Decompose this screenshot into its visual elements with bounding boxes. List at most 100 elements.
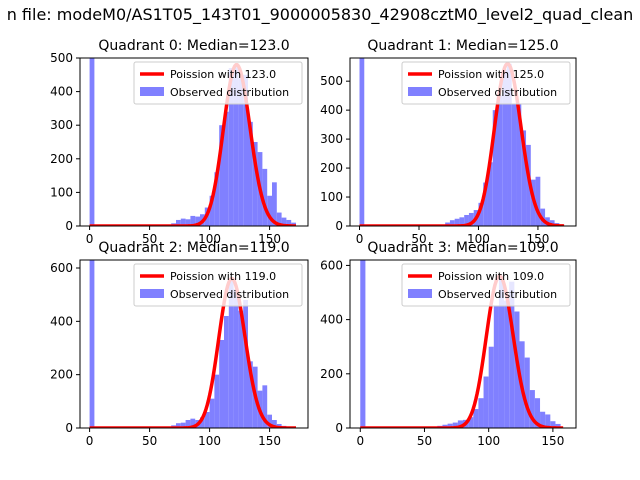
histogram-bar [492,110,498,226]
histogram-bar [478,398,484,428]
y-tick-label: 200 [320,161,343,175]
histogram-bar [488,346,494,428]
legend-bar-swatch [408,289,432,298]
histogram-bar [507,63,512,226]
subplot-title: Quadrant 1: Median=125.0 [367,38,558,54]
histogram-bar [550,421,556,428]
subplot-title: Quadrant 2: Median=119.0 [98,240,289,256]
histogram-bar [468,417,474,428]
histogram-bar [262,168,268,226]
histogram-bar [190,418,196,428]
histogram-bar [228,68,234,226]
histogram-bar [497,95,503,226]
y-tick-label: 200 [50,152,73,166]
histogram-bar [487,162,493,226]
histogram-bar [180,422,186,428]
y-tick-label: 400 [50,314,73,328]
y-tick-label: 500 [320,74,343,88]
subplots: 0 50 100 150 0 100 200 300 400 500 Quadrant 0: Med… [50,38,577,448]
subplot-2: 0 50 100 150 0 200 400 600 Quadrant 2: Median=11… [50,240,309,448]
histogram-bar [509,281,515,428]
histogram-bar [454,218,460,226]
histogram-bar [493,306,499,428]
y-tick-label: 200 [320,367,343,381]
y-tick-label: 0 [335,219,343,233]
poisson-curve [89,276,297,428]
histogram-bar [228,278,234,428]
legend: Poission with 125.0 Observed distribution [401,61,571,105]
histogram-bar [252,142,258,226]
plot-area [359,260,564,428]
x-tick-label: 0 [86,434,94,448]
plot-area [89,58,297,226]
x-tick-label: 150 [541,434,564,448]
histogram-bar [483,182,488,226]
histogram-bar [89,260,95,428]
histogram-bar [447,423,453,428]
y-tick-label: 0 [335,421,343,435]
legend-label: Observed distribution [170,86,289,99]
y-tick-label: 400 [320,313,343,327]
histogram-bar [540,411,546,428]
histogram-bar [214,172,220,226]
histogram-bar [459,217,465,226]
histogram-bar [521,130,527,226]
legend: Poission with 119.0 Observed distribution [133,263,303,307]
histogram-bar [204,412,210,428]
histogram-bar [452,422,458,428]
legend: Poission with 123.0 Observed distribution [133,61,303,105]
histogram-bar [200,417,205,428]
legend-label: Poission with 125.0 [438,68,544,81]
legend-label: Poission with 109.0 [438,270,544,283]
histogram-bar [276,212,282,226]
histogram-bar [526,144,531,226]
subplot-title: Quadrant 3: Median=109.0 [367,240,558,256]
histogram-bar [502,69,508,226]
legend-label: Observed distribution [438,86,557,99]
histogram-bar [248,361,253,428]
legend-box [133,263,303,307]
subplot-1: 0 50 100 150 0 100 200 300 400 500 Quadrant 1: Med… [320,38,577,246]
histogram-bar [233,289,239,428]
y-tick-label: 0 [65,219,73,233]
legend: Poission with 109.0 Observed distribution [401,263,571,307]
legend-bar-swatch [140,87,164,96]
histogram-bar [286,219,292,226]
histogram-bar [195,216,200,226]
histogram-bar [190,215,196,226]
subplot-0: 0 50 100 150 0 100 200 300 400 500 Quadrant 0: Med… [50,38,309,246]
histogram-bar [219,340,224,428]
histogram-bar [224,111,229,226]
y-tick-label: 500 [50,51,73,65]
x-tick-label: 150 [258,232,281,246]
histogram-bar [504,300,510,428]
axes-frame [349,57,577,227]
histogram-bar [176,219,181,226]
histogram-bar [555,423,561,428]
histogram-bar [549,220,555,226]
y-tick-label: 100 [320,190,343,204]
histogram-bar [281,217,287,226]
histogram-bar [233,64,239,226]
histogram-bar [214,374,220,428]
histogram-bar [243,74,248,226]
histogram-bar [516,104,522,226]
histogram-bar [545,414,551,428]
figure-suptitle: n file: modeM0/AS1T05_143T01_9000005830_… [7,5,634,25]
y-tick-label: 300 [320,132,343,146]
histogram-bar [248,121,253,226]
x-tick-label: 50 [142,434,157,448]
histogram-bar [238,310,244,428]
plot-area [89,260,297,428]
y-tick-label: 200 [50,368,73,382]
histogram-bar [498,276,505,428]
axes-frame [349,259,577,429]
histogram-bar [267,195,272,226]
histogram-bar [535,176,541,226]
x-tick-label: 100 [477,434,500,448]
histogram-bar [209,195,215,226]
histogram-bar [464,214,469,226]
y-tick-label: 400 [50,85,73,99]
subplot-title: Quadrant 0: Median=123.0 [98,38,289,54]
legend-label: Observed distribution [438,288,557,301]
